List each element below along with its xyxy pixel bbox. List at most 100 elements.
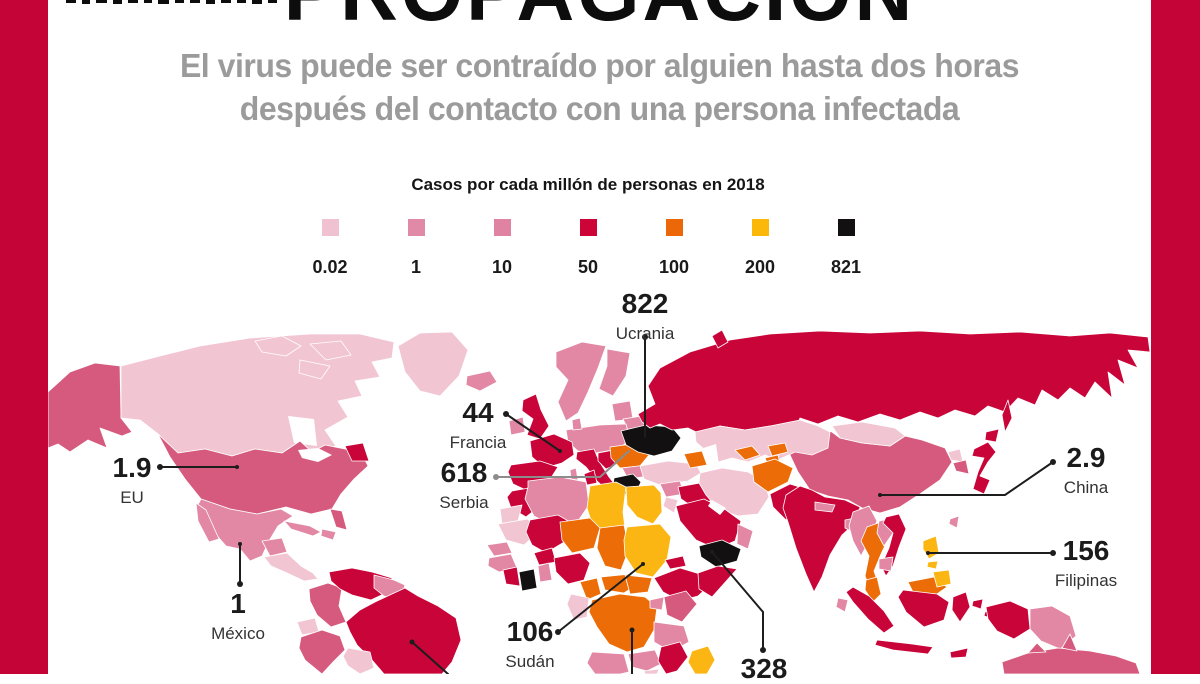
callout-country: Sudán (505, 652, 555, 671)
subtitle-line1: El virus puede ser contraído por alguien… (179, 47, 1020, 84)
arctic-island (309, 340, 352, 361)
callout-francia: 44 Francia (449, 399, 507, 452)
island-novaya-zemlya (711, 329, 729, 349)
country-mexico-baja (195, 502, 220, 543)
callout-value: 1.9 (112, 452, 152, 483)
island-sardinia (569, 467, 579, 481)
country-turkey (639, 460, 702, 486)
country-nigeria (553, 552, 591, 585)
callout-country: Ucrania (615, 324, 675, 343)
country-niger (559, 517, 601, 554)
country-oman (736, 523, 754, 550)
island-sumatra (845, 586, 895, 634)
country-sudan (623, 523, 672, 578)
legend-stop: 50 (545, 219, 631, 278)
legend-swatch (665, 219, 683, 236)
country-sri-lanka (835, 597, 849, 613)
region-new-england (344, 442, 370, 462)
island-hispaniola (320, 528, 337, 541)
country-france (529, 433, 575, 469)
country-drc (588, 593, 658, 653)
country-somalia (697, 565, 738, 598)
callout-country: Francia (449, 433, 507, 452)
callout-serbia: 618 Serbia (439, 459, 488, 512)
legend-stop: 100 (631, 219, 717, 278)
region-asia (637, 329, 1151, 613)
island-timor (949, 647, 969, 659)
legend-swatch (321, 219, 339, 236)
callout-value: 822 (621, 288, 669, 319)
australia-arnhem (1027, 642, 1047, 654)
callout-value: 106 (506, 616, 554, 647)
country-cuba (283, 520, 322, 537)
arctic-island (254, 335, 302, 357)
legend-scale: 0.02 1 10 50 100 200 821 (287, 219, 889, 278)
great-lakes (298, 448, 332, 462)
country-usa-florida (329, 508, 348, 531)
region-caucasus (683, 450, 708, 469)
country-chad (596, 524, 630, 571)
callout-country: China (1063, 478, 1109, 497)
country-togo-benin (537, 562, 553, 583)
country-india (782, 485, 861, 593)
country-australia (1001, 647, 1141, 674)
country-kenya (663, 590, 698, 623)
hudson-bay (288, 416, 317, 446)
callout-328: 328 (741, 655, 788, 683)
legend-swatch (751, 219, 769, 236)
island-molucca (971, 598, 984, 610)
leader-328 (711, 551, 764, 651)
callout-value: 2.9 (1066, 442, 1106, 473)
country-japan-hokkaido (984, 428, 1000, 443)
frame-border-left (0, 0, 48, 674)
country-mali (525, 514, 571, 554)
callout-value: 328 (740, 653, 788, 684)
legend-value: 0.02 (312, 257, 348, 277)
country-uganda (649, 596, 665, 611)
legend-value: 10 (491, 257, 513, 277)
callout-china: 2.9 China (1063, 442, 1109, 497)
arctic-island (298, 359, 331, 380)
page-subtitle: El virus puede ser contraído por alguien… (65, 44, 1135, 130)
island-borneo-indonesia (897, 589, 950, 628)
leader-sudan (557, 563, 644, 633)
legend-swatch (579, 219, 597, 236)
legend-swatch (837, 219, 855, 236)
country-ivory-coast (502, 566, 521, 587)
region-scandinavia (555, 341, 607, 422)
country-ireland (508, 416, 526, 436)
callout-sudan: 106 Sudán (505, 616, 555, 671)
country-denmark (571, 417, 583, 431)
island-java (874, 639, 934, 655)
island-sulawesi (951, 591, 971, 623)
country-burkina (533, 547, 557, 566)
island-sakhalin (1001, 399, 1013, 433)
callout-mexico: 1 México (211, 588, 265, 643)
region-central-america (263, 552, 319, 582)
country-ghana (518, 568, 538, 592)
country-uzbekistan (734, 445, 761, 461)
region-south-america (296, 567, 462, 674)
callout-value: 1 (230, 588, 246, 619)
country-greenland (397, 331, 469, 397)
cropped-top-text-fragments (66, 0, 277, 4)
country-yemen (698, 539, 742, 568)
legend-title: Casos por cada millón de personas en 201… (411, 175, 765, 194)
page-title: PROPAGACIÓN (48, 0, 1151, 33)
country-afghanistan (751, 458, 794, 493)
country-south-sudan (624, 574, 653, 595)
legend-value: 200 (744, 257, 776, 277)
callout-value: 156 (1062, 535, 1110, 566)
country-egypt (625, 484, 663, 525)
country-uk (521, 393, 550, 440)
legend-stop: 1 (373, 219, 459, 278)
country-kyrgyzstan (767, 442, 789, 457)
country-jordan (662, 496, 679, 514)
country-taiwan (948, 515, 960, 529)
country-nepal (814, 501, 836, 513)
country-congo-gabon (566, 593, 590, 621)
region-southeast-asia (845, 505, 1141, 674)
legend-value: 821 (830, 257, 862, 277)
country-finland (598, 348, 631, 397)
